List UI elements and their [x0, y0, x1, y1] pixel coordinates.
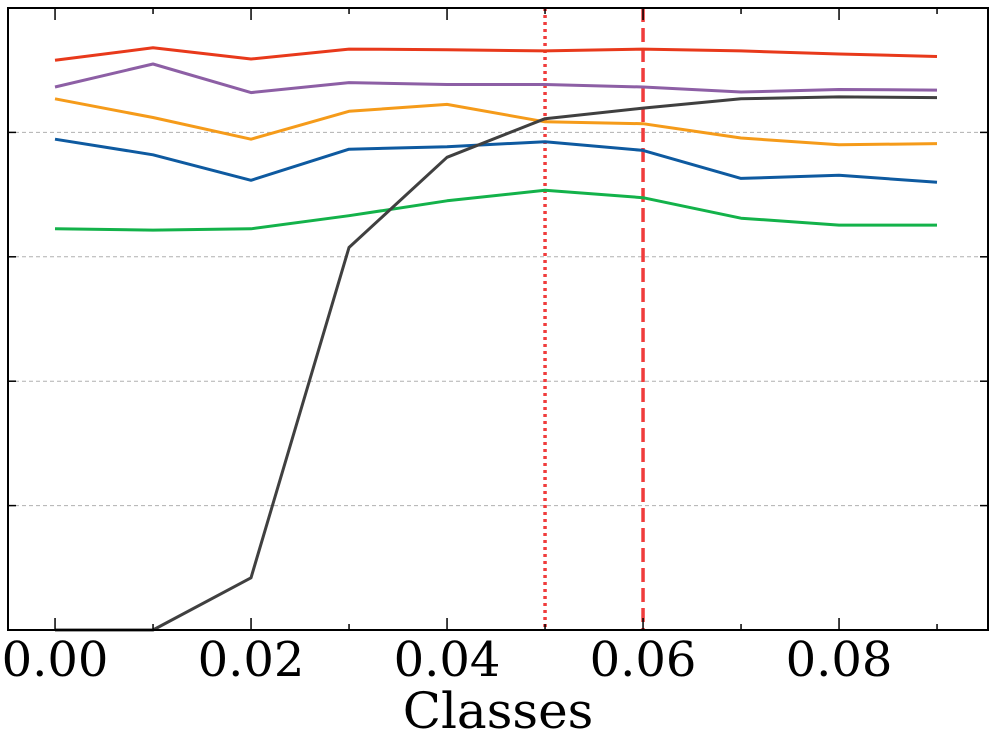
series-lines — [54, 46, 938, 632]
x-tick-label: 0.04 — [394, 632, 501, 688]
series-line-1 — [54, 46, 938, 62]
series-line-6 — [55, 95, 938, 632]
x-tick-label: 0.08 — [786, 632, 893, 688]
series-line-5 — [54, 188, 937, 232]
series-line-3 — [54, 97, 938, 147]
reference-lines — [543, 8, 645, 630]
x-tick-label: 0.02 — [198, 632, 305, 688]
x-axis-title: Classes — [403, 682, 594, 740]
x-tick-label: 0.00 — [2, 632, 109, 688]
x-tick-label: 0.06 — [590, 632, 697, 688]
series-line-4 — [54, 137, 938, 184]
grid-lines — [8, 131, 988, 507]
series-line-2 — [54, 62, 938, 95]
plot-frame — [7, 7, 989, 631]
x-axis-ticks: 0.00 0.02 0.04 0.06 0.08 — [2, 8, 938, 688]
